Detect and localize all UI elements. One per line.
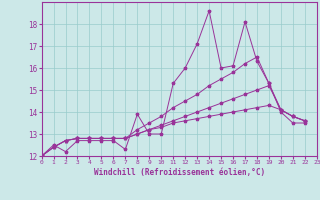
X-axis label: Windchill (Refroidissement éolien,°C): Windchill (Refroidissement éolien,°C) bbox=[94, 168, 265, 177]
